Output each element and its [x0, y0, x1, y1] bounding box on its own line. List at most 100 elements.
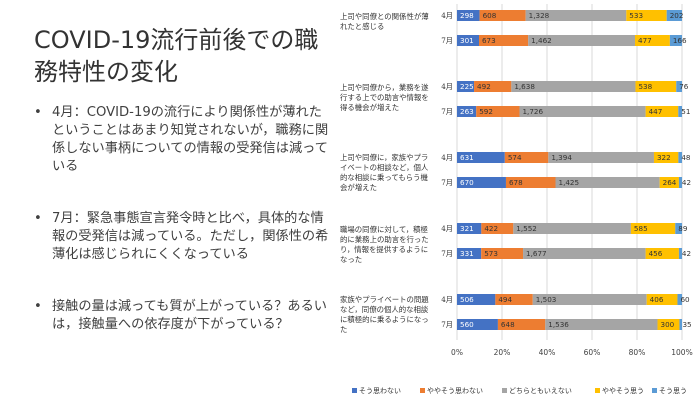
period-label-q4-1: 4月: [441, 224, 453, 233]
bar-segment-q5-p2-s4: [657, 319, 680, 330]
legend-item-4: ややそう思う: [595, 386, 644, 396]
segment-label-q1-p1-s2: 608: [483, 11, 497, 20]
question-label-5: 家族やプライベートの問題など，同僚の個人的な相談に積極的に乗るようになった: [340, 295, 429, 334]
period-label-q2-2: 7月: [441, 107, 453, 116]
bar-segment-q3-p2-s1: [457, 177, 506, 188]
segment-label-q2-p1-s1: 225: [460, 82, 474, 91]
bar-segment-q4-p1-s1: [457, 223, 482, 234]
bar-segment-q3-p2-s2: [505, 177, 556, 188]
segment-label-q2-p1-s3: 1,638: [514, 82, 535, 91]
bar-segment-q5-p2-s1: [457, 319, 498, 330]
bar-segment-q5-p1-s2: [495, 294, 533, 305]
segment-label-q4-p1-s5: 89: [678, 224, 688, 233]
segment-label-q3-p1-s5: 48: [681, 153, 691, 162]
segment-label-q5-p2-s1: 560: [460, 320, 474, 329]
bullet-list: 4月：COVID-19の流行により関係性が薄れたということはあまり知覚されないが…: [34, 104, 334, 368]
bar-segment-q4-p1-s3: [513, 223, 631, 234]
question-label-3: 上司や同僚に，家族やプライベートの相談など，個人的な相談に乗ってもらう機会が増え…: [340, 153, 429, 192]
bar-segment-q1-p2-s4: [635, 35, 670, 46]
bar-segment-q2-p2-s4: [645, 106, 679, 117]
bar-segment-q5-p1-s1: [457, 294, 496, 305]
segment-label-q3-p1-s3: 1,394: [551, 153, 572, 162]
bar-segment-q3-p2-s5: [678, 177, 682, 188]
segment-label-q4-p1-s1: 321: [460, 224, 474, 233]
question-label-2: 上司や同僚から，業務を遂行する上での助言や情報を得る機会が増えた: [340, 83, 429, 112]
legend-label-2: ややそう思わない: [427, 387, 483, 395]
question-label-1: 上司や同僚との関係性が薄れたと感じる: [340, 12, 429, 31]
segment-label-q3-p2-s3: 1,425: [559, 178, 580, 187]
segment-label-q2-p1-s4: 538: [638, 82, 652, 91]
bar-segment-q2-p2-s3: [519, 106, 646, 117]
bar-segment-q5-p2-s3: [545, 319, 658, 330]
segment-label-q4-p2-s4: 456: [649, 249, 663, 258]
bar-segment-q4-p1-s5: [675, 223, 682, 234]
bar-segment-q4-p2-s5: [678, 248, 682, 259]
legend-swatch-5: [652, 388, 657, 393]
legend-swatch-4: [595, 388, 600, 393]
bullet-july: 7月：緊急事態宣言発令時と比べ，具体的な情報の受発信は減っている。ただし，関係性…: [34, 210, 334, 264]
segment-label-q3-p2-s5: 42: [682, 178, 691, 187]
segment-label-q5-p1-s3: 1,503: [536, 295, 557, 304]
segment-label-q3-p2-s1: 670: [460, 178, 474, 187]
bar-segment-q2-p1-s5: [676, 81, 682, 92]
legend-label-3: どちらともいえない: [509, 387, 572, 395]
bar-segment-q1-p2-s5: [669, 35, 682, 46]
bar-segment-q1-p1-s1: [457, 10, 480, 21]
chart-legend: そう思わない ややそう思わない どちらともいえない ややそう思う そう思う: [352, 386, 697, 398]
segment-label-q3-p2-s4: 264: [663, 178, 677, 187]
segment-label-q1-p2-s2: 673: [482, 36, 496, 45]
segment-label-q5-p1-s4: 406: [650, 295, 664, 304]
slide-title: COVID-19流行前後での職務特性の変化: [34, 26, 319, 86]
segment-label-q5-p2-s4: 300: [661, 320, 675, 329]
period-label-q3-1: 4月: [441, 153, 453, 162]
segment-label-q1-p2-s4: 477: [638, 36, 652, 45]
segment-label-q3-p1-s4: 322: [657, 153, 671, 162]
bullet-question: 接触の量は減っても質が上がっている？あるいは，接触量への依存度が下がっている？: [34, 298, 334, 334]
bar-segment-q2-p1-s3: [511, 81, 636, 92]
legend-swatch-1: [352, 388, 357, 393]
bar-segment-q2-p1-s4: [635, 81, 677, 92]
legend-swatch-2: [420, 388, 425, 393]
bar-segment-q3-p1-s4: [653, 152, 679, 163]
legend-item-5: そう思う: [652, 386, 687, 396]
segment-label-q1-p1-s1: 298: [460, 11, 474, 20]
x-tick-label-2: 40%: [539, 348, 556, 357]
segment-label-q1-p2-s5: 166: [673, 36, 687, 45]
legend-item-2: ややそう思わない: [420, 386, 483, 396]
bullet-april: 4月：COVID-19の流行により関係性が薄れたということはあまり知覚されないが…: [34, 104, 334, 176]
bar-segment-q3-p1-s1: [457, 152, 505, 163]
bar-segment-q4-p2-s1: [457, 248, 482, 259]
segment-label-q4-p1-s4: 585: [634, 224, 648, 233]
segment-label-q3-p1-s1: 631: [460, 153, 474, 162]
bar-segment-q5-p1-s4: [646, 294, 678, 305]
segment-label-q4-p2-s3: 1,677: [526, 249, 547, 258]
legend-item-1: そう思わない: [352, 386, 401, 396]
segment-label-q4-p2-s1: 331: [460, 249, 474, 258]
x-tick-label-0: 0%: [451, 348, 463, 357]
bar-segment-q3-p2-s3: [555, 177, 660, 188]
bar-segment-q2-p2-s2: [476, 106, 520, 117]
period-label-q1-1: 4月: [441, 11, 453, 20]
segment-label-q1-p1-s3: 1,328: [529, 11, 550, 20]
stacked-bar-chart: 上司や同僚との関係性が薄れたと感じる 上司や同僚から，業務を遂行する上での助言や…: [330, 0, 700, 400]
x-tick-label-1: 20%: [494, 348, 511, 357]
segment-label-q3-p2-s2: 678: [509, 178, 523, 187]
bar-segment-q5-p1-s5: [677, 294, 682, 305]
bar-segment-q1-p2-s3: [528, 35, 636, 46]
segment-label-q5-p2-s5: 35: [682, 320, 691, 329]
x-tick-label-4: 80%: [629, 348, 646, 357]
period-label-q2-1: 4月: [441, 82, 453, 91]
segment-label-q5-p1-s2: 494: [498, 295, 512, 304]
segment-label-q1-p2-s3: 1,462: [531, 36, 552, 45]
bar-segment-q3-p2-s4: [659, 177, 679, 188]
bar-segment-q4-p2-s3: [523, 248, 646, 259]
bar-segment-q5-p2-s2: [497, 319, 546, 330]
segment-label-q5-p1-s5: 60: [680, 295, 690, 304]
segment-label-q1-p1-s4: 533: [629, 11, 643, 20]
bar-segment-q5-p1-s3: [532, 294, 647, 305]
segment-label-q5-p2-s2: 648: [501, 320, 515, 329]
period-label-q3-2: 7月: [441, 178, 453, 187]
bar-segment-q3-p1-s5: [678, 152, 682, 163]
segment-label-q5-p2-s3: 1,536: [548, 320, 569, 329]
period-label-q5-1: 4月: [441, 295, 453, 304]
